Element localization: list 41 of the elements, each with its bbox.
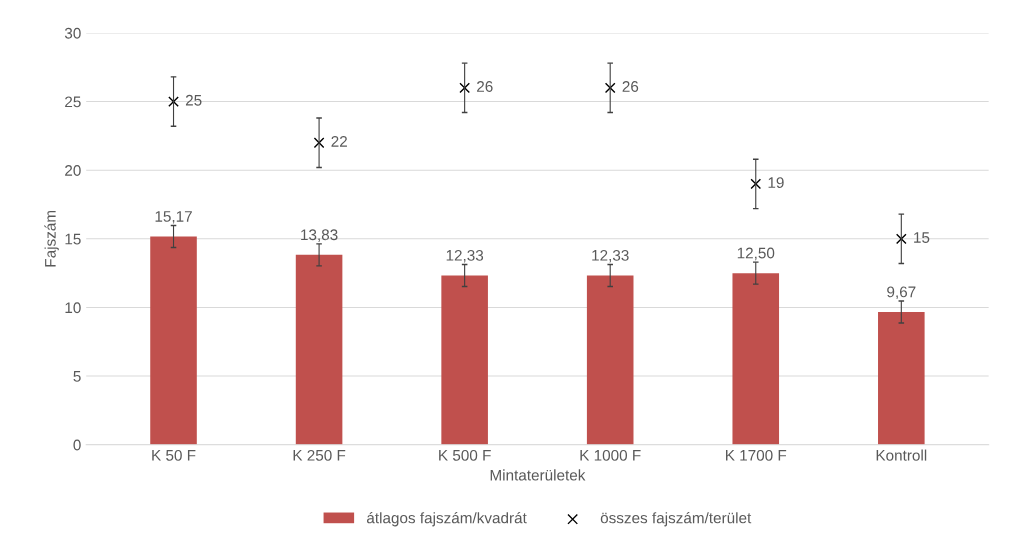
point [168,96,179,107]
point [604,82,616,94]
y-tick-label: 5 [73,371,81,382]
y-tick-label: 10 [65,302,81,314]
x-tick-label: K 250 F [293,449,346,461]
point [895,233,907,245]
bar [441,275,488,445]
x-axis-title: Mintaterületek [490,469,586,481]
legend-label: összes fajszám/terület [600,511,752,527]
data-label: 12,50 [737,247,775,261]
point [750,178,762,190]
legend-label: átlagos fajszám/kvadrát [366,511,527,527]
data-label: 25 [185,94,202,106]
point [313,137,325,149]
bar [150,236,197,445]
data-label: 13,83 [301,229,338,242]
data-label: 26 [622,81,639,92]
data-label: 15,17 [155,211,192,224]
point [459,82,470,94]
y-tick-label: 20 [65,165,81,176]
data-label: 19 [768,177,784,189]
bar [732,273,780,445]
bar [295,254,343,445]
data-label: 15 [914,232,930,243]
data-label: 12,33 [446,249,484,263]
x-tick-label: K 500 F [439,449,491,461]
x-tick-label: K 1700 F [726,449,787,461]
y-tick-label: 15 [65,233,81,245]
data-label: 22 [331,136,347,147]
x-tick-label: K 50 F [152,449,196,461]
bar [878,311,925,445]
y-tick-label: 0 [73,439,81,451]
y-axis-title: Fajszám [44,210,59,267]
y-tick-label: 25 [65,96,81,108]
x-tick-label: K 1000 F [580,449,641,461]
data-label: 12,33 [592,249,629,263]
x-tick-label: Kontroll [876,449,927,461]
y-tick-label: 30 [64,27,81,39]
data-label: 26 [477,81,493,92]
data-label: 9,67 [887,286,916,300]
bar [586,275,634,445]
